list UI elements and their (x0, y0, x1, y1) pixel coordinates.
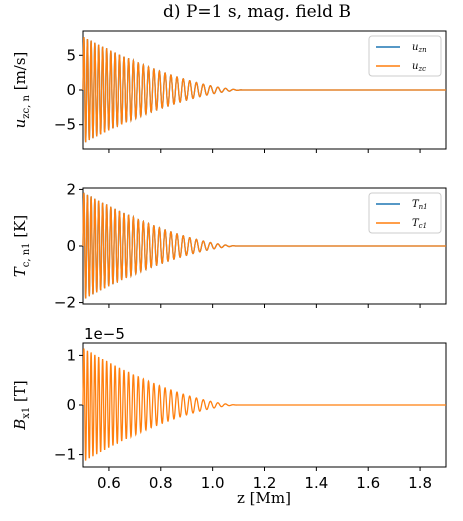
panel-velocity-series (82, 37, 446, 143)
panel-velocity: 5 0 −5 uzc, n [m/s] uzn uzc (11, 30, 447, 153)
panel-temperature-legend: Tn1 Tc1 (368, 192, 442, 234)
x-tick-label: 0.8 (149, 474, 173, 492)
series-line-u-zc (82, 37, 446, 143)
panel-magnetic-ylabel: Bx1 [T] (11, 380, 32, 431)
series-line-t-c1 (82, 192, 446, 299)
y-tick-label: 0 (66, 81, 76, 99)
y-tick-label: 0 (66, 237, 76, 255)
y-tick-label: 0 (66, 396, 76, 414)
x-tick-label: 1.0 (201, 474, 225, 492)
panel-velocity-ylabel: uzc, n [m/s] (11, 52, 32, 129)
legend-box (368, 192, 442, 234)
x-tick-label: 1.4 (304, 474, 328, 492)
panel-velocity-legend: uzn uzc (368, 35, 442, 77)
panel-velocity-ticks: 5 0 −5 (54, 46, 421, 153)
panel-temperature-ylabel: Tc, n1 [K] (11, 215, 32, 277)
y-tick-label: 1 (66, 346, 76, 364)
panel-magnetic: 1 0 −1 0.6 0.8 1.0 1.2 1.4 1.6 1.8 1e−5 Bx1 [T] z… (11, 325, 447, 507)
x-tick-label: 1.6 (356, 474, 380, 492)
chart-title: d) P=1 s, mag. field B (163, 2, 351, 22)
y-tick-label: −2 (54, 294, 76, 312)
x-tick-label: 1.8 (408, 474, 432, 492)
series-line-b-x1 (82, 348, 446, 461)
legend-box (368, 35, 442, 77)
x-tick-label: 0.6 (97, 474, 121, 492)
y-tick-label: −5 (54, 116, 76, 134)
panel-temperature: 2 0 −2 Tc, n1 [K] Tn1 Tc1 (11, 180, 447, 312)
x-axis-label: z [Mm] (237, 489, 291, 507)
panel-temperature-ticks: 2 0 −2 (54, 180, 421, 312)
panel-magnetic-series (82, 348, 446, 461)
panel-magnetic-ticks: 1 0 −1 0.6 0.8 1.0 1.2 1.4 1.6 1.8 (54, 346, 432, 492)
x-tick-label: 1.2 (253, 474, 277, 492)
panel-temperature-series (82, 192, 446, 299)
y-tick-label: 5 (66, 46, 76, 64)
y-tick-label: 2 (66, 180, 76, 198)
y-tick-label: −1 (54, 446, 76, 464)
panel-magnetic-offset: 1e−5 (84, 325, 125, 343)
